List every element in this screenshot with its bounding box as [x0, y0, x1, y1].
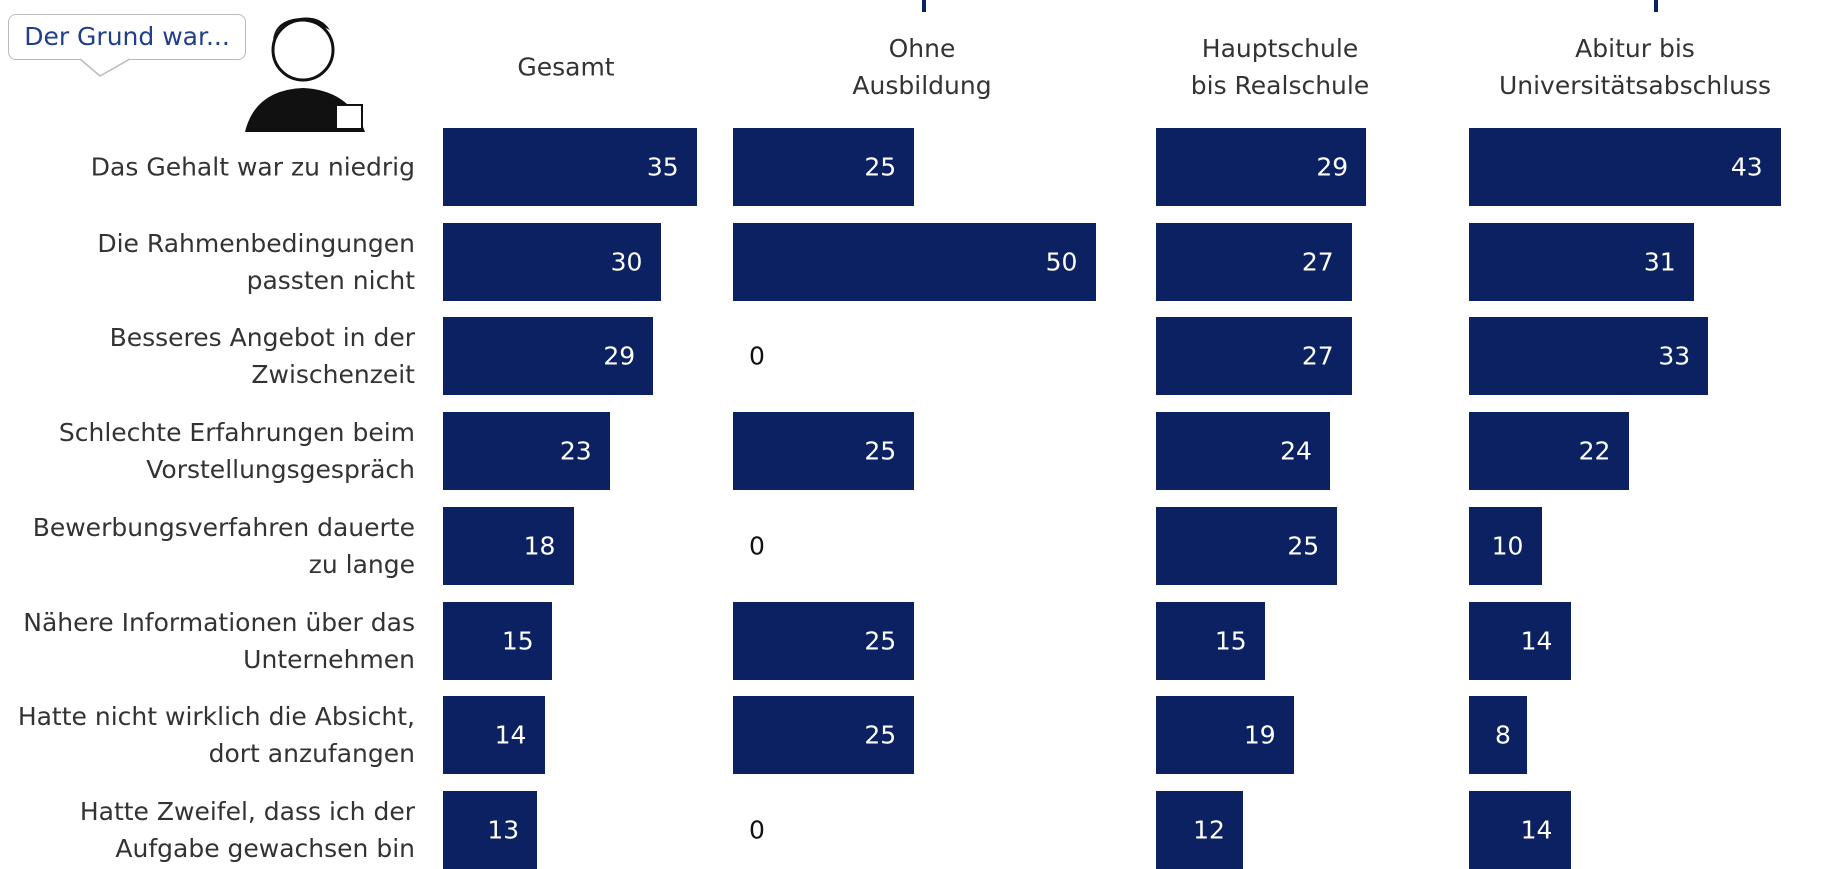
- value-label: 8: [1495, 720, 1511, 750]
- decoration: [79, 17, 365, 132]
- category-label: Das Gehalt war zu niedrig: [90, 152, 415, 182]
- bar: [1469, 317, 1709, 396]
- separator: [922, 0, 926, 12]
- bar: [733, 128, 915, 206]
- value-label: 25: [864, 152, 897, 182]
- bar: [733, 222, 1096, 301]
- value-label: 50: [1045, 247, 1078, 277]
- value-label: 12: [1193, 815, 1225, 845]
- value-label: 18: [523, 531, 556, 561]
- bar: [1469, 506, 1542, 585]
- category-label: Besseres Angebot in der Zwischenzeit: [109, 323, 415, 390]
- bar: [1469, 128, 1781, 206]
- value-label: 14: [494, 720, 527, 750]
- bar: [1156, 601, 1265, 680]
- value-label: 15: [1214, 626, 1247, 655]
- person-hair: [273, 17, 330, 40]
- value-label: 24: [1280, 436, 1312, 466]
- value-label: 25: [864, 626, 897, 655]
- bar: [1156, 222, 1352, 301]
- bar: [443, 222, 661, 301]
- bar: [443, 506, 574, 585]
- category-label: Bewerbungsverfahren dauerte zu lange: [32, 512, 415, 579]
- bar: [1469, 696, 1527, 775]
- separator: [1654, 0, 1658, 12]
- bar: [1156, 128, 1367, 206]
- value-label: 29: [1316, 152, 1349, 182]
- value-label: 31: [1643, 247, 1676, 277]
- bar: [443, 601, 552, 680]
- bar: [1469, 222, 1694, 301]
- value-label: 25: [864, 720, 897, 750]
- bar: [1156, 412, 1330, 491]
- bar: [1469, 601, 1571, 680]
- value-label: 0: [749, 815, 765, 845]
- bar: [1469, 790, 1571, 869]
- speech-bubble: Der Grund war...: [8, 14, 246, 60]
- value-label: 23: [559, 436, 592, 466]
- person-paper: [335, 104, 363, 130]
- value-label: 19: [1243, 720, 1276, 750]
- value-label: 15: [501, 626, 534, 655]
- value-label: 22: [1578, 436, 1611, 466]
- value-label: 25: [864, 436, 897, 466]
- value-label: 10: [1491, 531, 1524, 561]
- bar: [443, 412, 610, 491]
- bar: [733, 412, 915, 491]
- value-label: 27: [1301, 247, 1334, 277]
- bar: [443, 128, 697, 206]
- category-label: Schlechte Erfahrungen beim Vorstellungsg…: [58, 418, 415, 485]
- value-label: 0: [749, 531, 765, 561]
- value-label: 43: [1730, 152, 1763, 182]
- value-label: 35: [646, 152, 679, 182]
- bar: [1469, 412, 1629, 491]
- category-label: Nähere Informationen über das Unternehme…: [23, 607, 415, 674]
- bar: [1156, 317, 1352, 396]
- bubble-tail: [79, 58, 131, 77]
- category-label: Hatte Zweifel, dass ich der Aufgabe gewa…: [79, 796, 415, 863]
- value-label: 30: [610, 247, 643, 277]
- series-header: Ohne Ausbildung: [852, 34, 992, 100]
- value-label: 13: [487, 815, 520, 845]
- bar: [733, 696, 915, 775]
- value-label: 14: [1520, 626, 1553, 655]
- series-header: Abitur bis Universitätsabschluss: [1498, 34, 1772, 100]
- value-label: 0: [749, 341, 765, 371]
- bar: [443, 696, 545, 775]
- value-label: 14: [1520, 815, 1553, 845]
- series-header: Gesamt: [517, 52, 615, 82]
- value-label: 33: [1658, 341, 1691, 371]
- bar: [1156, 696, 1294, 775]
- bar: [443, 790, 538, 869]
- bar: [1156, 790, 1243, 869]
- series-header: Hauptschule bis Realschule: [1190, 34, 1370, 100]
- value-label: 27: [1301, 341, 1334, 371]
- value-label: 25: [1287, 531, 1320, 561]
- value-label: 29: [603, 341, 636, 371]
- category-label: Die Rahmenbedingungen passten nicht: [97, 228, 415, 295]
- category-label: Hatte nicht wirklich die Absicht, dort a…: [17, 702, 415, 769]
- bar: [733, 601, 915, 680]
- bar: [1156, 506, 1338, 585]
- bar: [443, 317, 654, 396]
